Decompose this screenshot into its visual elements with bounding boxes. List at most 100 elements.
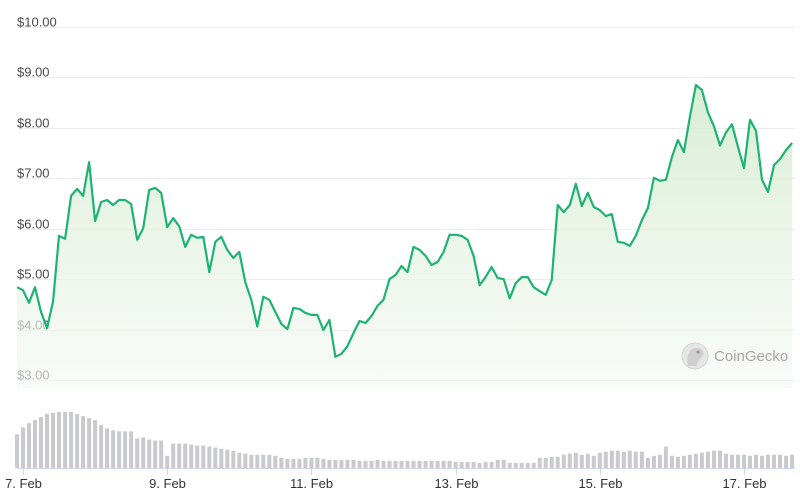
volume-bar — [513, 462, 518, 468]
volume-bar — [778, 454, 782, 468]
volume-bar — [375, 459, 380, 468]
volume-bar — [537, 457, 542, 468]
x-tick-label: 15. Feb — [578, 476, 622, 491]
volume-bar — [453, 461, 458, 468]
volume-bar — [748, 455, 752, 468]
volume-bar — [405, 460, 410, 468]
volume-bar — [333, 459, 338, 468]
volume-bar — [693, 453, 698, 468]
volume-bar — [309, 457, 314, 468]
volume-bar — [255, 454, 260, 468]
volume-bar — [681, 455, 686, 468]
volume-bar — [459, 461, 464, 468]
volume-bar — [381, 460, 386, 468]
volume-bar — [483, 461, 488, 468]
volume-bar — [165, 455, 170, 468]
volume-bar — [754, 454, 758, 468]
volume-bar — [225, 449, 230, 468]
volume-bar — [111, 430, 116, 468]
volume-bar — [399, 460, 404, 468]
volume-bar — [33, 420, 37, 468]
volume-bar — [705, 451, 710, 468]
y-tick-label: $7.00 — [17, 166, 50, 181]
volume-bar — [45, 414, 49, 468]
volume-bar — [117, 431, 122, 468]
volume-bar — [621, 451, 626, 468]
volume-bar — [766, 454, 770, 468]
volume-bar — [207, 446, 212, 468]
volume-bar — [93, 420, 98, 468]
volume-bar — [153, 440, 158, 468]
volume-bar — [87, 418, 92, 468]
x-tick-label: 13. Feb — [434, 476, 478, 491]
watermark: CoinGecko — [681, 342, 788, 370]
volume-bar — [393, 460, 398, 468]
volume-bar — [627, 450, 632, 468]
y-tick-label: $6.00 — [17, 217, 50, 232]
y-tick-label: $5.00 — [17, 267, 50, 282]
volume-bar — [159, 440, 164, 468]
volume-bar — [639, 451, 644, 468]
volume-bar — [69, 412, 74, 468]
volume-bar — [213, 447, 218, 468]
y-tick-label: $10.00 — [17, 15, 57, 30]
volume-bar — [645, 457, 650, 468]
volume-bar — [123, 431, 128, 468]
x-tick-label: 11. Feb — [290, 476, 333, 491]
volume-bar — [15, 434, 19, 468]
volume-bar — [549, 456, 554, 468]
volume-bar — [663, 446, 668, 468]
volume-bar — [507, 462, 512, 468]
volume-bar — [219, 448, 224, 468]
volume-bar — [784, 455, 789, 468]
volume-bar — [441, 460, 446, 468]
volume-bar — [615, 450, 620, 468]
volume-bar — [435, 460, 440, 468]
volume-bar — [303, 457, 308, 468]
x-tick-label: 9. Feb — [149, 476, 186, 491]
volume-bars — [15, 412, 795, 468]
volume-bar — [357, 460, 362, 468]
volume-bar — [27, 423, 31, 468]
watermark-text: CoinGecko — [714, 348, 788, 365]
volume-bar — [423, 460, 428, 468]
volume-bar — [675, 456, 680, 468]
volume-bar — [561, 454, 566, 468]
volume-bar — [135, 438, 140, 468]
volume-bar — [39, 417, 43, 468]
volume-bar — [597, 452, 602, 468]
volume-bar — [429, 460, 434, 468]
volume-bar — [147, 439, 152, 468]
volume-bar — [531, 462, 536, 468]
volume-bar — [57, 412, 61, 468]
volume-bar — [543, 457, 548, 468]
y-tick-label: $9.00 — [17, 65, 50, 80]
volume-bar — [81, 416, 86, 468]
volume-bar — [585, 453, 590, 468]
volume-bar — [339, 459, 344, 468]
volume-bar — [742, 454, 746, 468]
volume-bar — [51, 413, 55, 468]
volume-bar — [363, 460, 368, 468]
volume-bar — [417, 460, 422, 468]
volume-bar — [669, 455, 674, 468]
volume-bar — [75, 414, 80, 468]
volume-bar — [724, 453, 728, 468]
volume-bar — [177, 443, 182, 468]
volume-bar — [171, 443, 176, 468]
volume-bar — [237, 452, 242, 468]
volume-bar — [183, 443, 188, 468]
volume-bar — [369, 460, 374, 468]
volume-bar — [99, 425, 104, 468]
volume-bar — [567, 453, 572, 468]
volume-bar — [489, 461, 494, 468]
volume-bar — [105, 428, 110, 468]
volume-bar — [315, 457, 320, 468]
volume-bar — [495, 459, 500, 468]
volume-bar — [411, 460, 416, 468]
volume-bar — [285, 458, 290, 468]
volume-bar — [21, 427, 25, 468]
gecko-eye-icon — [696, 350, 700, 354]
volume-bar — [760, 455, 764, 468]
volume-bar — [141, 437, 146, 468]
